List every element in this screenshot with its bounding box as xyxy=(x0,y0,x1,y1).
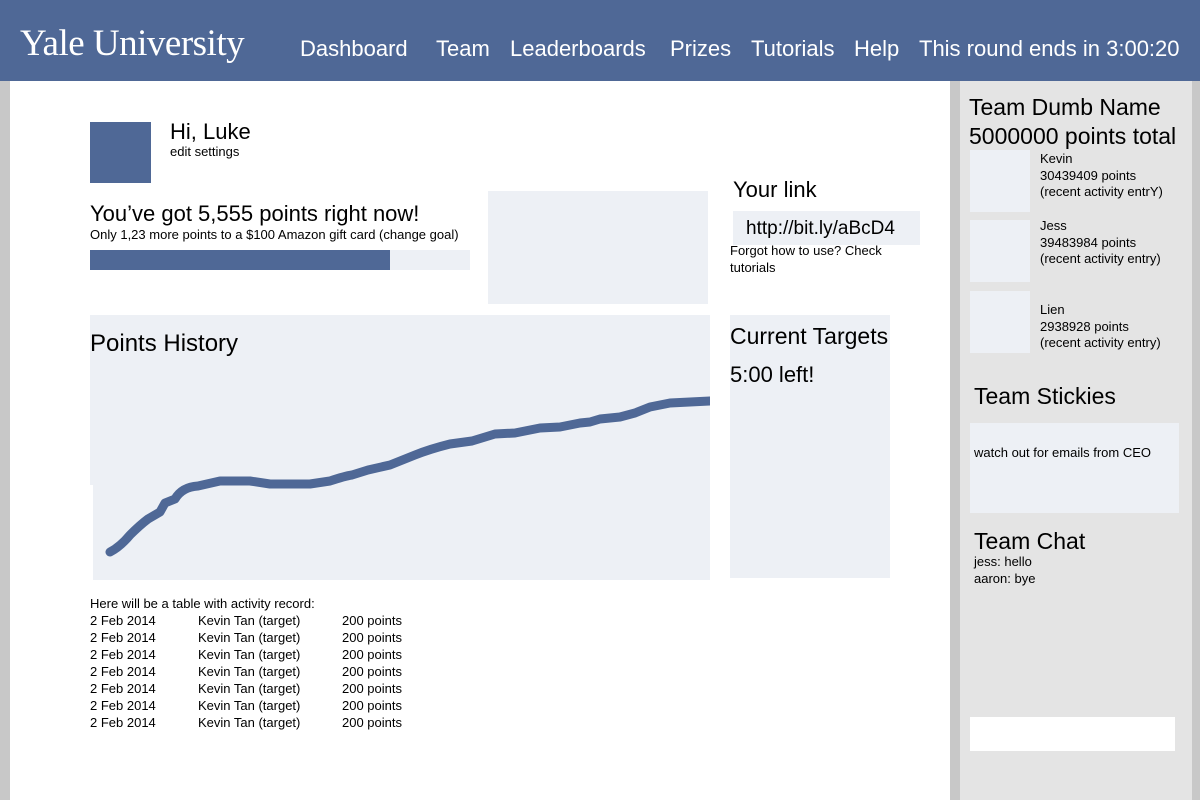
member-activity: (recent activity entry) xyxy=(1040,251,1161,266)
member-avatar[interactable] xyxy=(970,150,1030,212)
member-points: 30439409 points xyxy=(1040,167,1137,183)
current-targets-title: Current Targets xyxy=(730,323,889,349)
goal-text[interactable]: Only 1,23 more points to a $100 Amazon g… xyxy=(90,227,459,242)
row-date: 2 Feb 2014 xyxy=(90,647,156,662)
row-date: 2 Feb 2014 xyxy=(90,630,156,645)
member-name: Lien xyxy=(1040,302,1065,317)
points-history-title: Points History xyxy=(90,330,239,357)
link-field[interactable]: http://bit.ly/aBcD4 xyxy=(733,211,920,245)
member-points: 2938928 points xyxy=(1040,318,1129,334)
nav-help[interactable]: Help xyxy=(854,36,900,61)
yale-logo[interactable]: Yale University xyxy=(20,23,245,64)
row-name: Kevin Tan (target) xyxy=(198,698,301,713)
member-avatar[interactable] xyxy=(970,291,1030,353)
row-points: 200 points xyxy=(342,613,402,628)
targets-time-left: 5:00 left! xyxy=(730,362,815,387)
row-name: Kevin Tan (target) xyxy=(198,715,301,730)
team-total: 5000000 points total xyxy=(969,123,1177,149)
row-points: 200 points xyxy=(342,630,402,645)
points-history-chart xyxy=(105,396,710,557)
row-points: 200 points xyxy=(342,698,402,713)
top-nav-bar xyxy=(0,0,1200,81)
row-points: 200 points xyxy=(342,715,402,730)
nav-tutorials[interactable]: Tutorials xyxy=(751,36,835,61)
current-targets-panel xyxy=(730,315,890,578)
member-avatar[interactable] xyxy=(970,220,1030,282)
member-card-jess[interactable]: Jess 39483984 points (recent activity en… xyxy=(1040,218,1161,268)
avatar[interactable] xyxy=(90,122,151,183)
link-url[interactable]: http://bit.ly/aBcD4 xyxy=(746,218,895,239)
nav-team[interactable]: Team xyxy=(436,36,490,61)
greeting: Hi, Luke xyxy=(170,119,251,144)
nav-dashboard[interactable]: Dashboard xyxy=(300,36,408,61)
activity-caption: Here will be a table with activity recor… xyxy=(90,596,315,611)
row-name: Kevin Tan (target) xyxy=(198,681,301,696)
row-date: 2 Feb 2014 xyxy=(90,681,156,696)
chat-input[interactable] xyxy=(970,717,1175,751)
progress-bar-fill xyxy=(90,250,391,270)
member-name: Jess xyxy=(1040,218,1067,233)
row-points: 200 points xyxy=(342,681,402,696)
round-timer: This round ends in 3:00:20 xyxy=(919,36,1180,61)
tutorial-help-link[interactable]: Forgot how to use? Check tutorials xyxy=(730,243,882,275)
member-name: Kevin xyxy=(1040,151,1073,166)
row-points: 200 points xyxy=(342,664,402,679)
points-headline: You’ve got 5,555 points right now! xyxy=(90,201,420,226)
member-card-kevin[interactable]: Kevin 30439409 points (recent activity e… xyxy=(1040,151,1163,201)
points-history-line xyxy=(105,396,710,557)
row-date: 2 Feb 2014 xyxy=(90,698,156,713)
nav-prizes[interactable]: Prizes xyxy=(670,36,732,61)
image-placeholder xyxy=(488,191,708,304)
edit-settings-link[interactable]: edit settings xyxy=(170,144,240,159)
member-points: 39483984 points xyxy=(1040,234,1137,250)
progress-bar-track xyxy=(90,250,470,270)
row-name: Kevin Tan (target) xyxy=(198,613,301,628)
member-activity: (recent activity entrY) xyxy=(1040,184,1163,199)
row-date: 2 Feb 2014 xyxy=(90,613,156,628)
member-card-lien[interactable]: Lien 2938928 points (recent activity ent… xyxy=(1040,302,1161,352)
team-chat-title: Team Chat xyxy=(974,528,1086,554)
team-stickies-title: Team Stickies xyxy=(974,383,1116,409)
row-date: 2 Feb 2014 xyxy=(90,715,156,730)
row-name: Kevin Tan (target) xyxy=(198,630,301,645)
team-name: Team Dumb Name xyxy=(969,94,1161,120)
row-name: Kevin Tan (target) xyxy=(198,647,301,662)
points-history-panel-lower xyxy=(93,480,710,580)
sticky-note[interactable]: watch out for emails from CEO xyxy=(970,423,1179,513)
row-date: 2 Feb 2014 xyxy=(90,664,156,679)
chat-message: aaron: bye xyxy=(974,571,1036,586)
nav-leaderboards[interactable]: Leaderboards xyxy=(510,36,646,61)
row-points: 200 points xyxy=(342,647,402,662)
chat-message: jess: hello xyxy=(974,554,1032,569)
sticky-note-text: watch out for emails from CEO xyxy=(974,445,1151,460)
member-activity: (recent activity entry) xyxy=(1040,335,1161,350)
your-link-title: Your link xyxy=(733,177,817,202)
row-name: Kevin Tan (target) xyxy=(198,664,301,679)
